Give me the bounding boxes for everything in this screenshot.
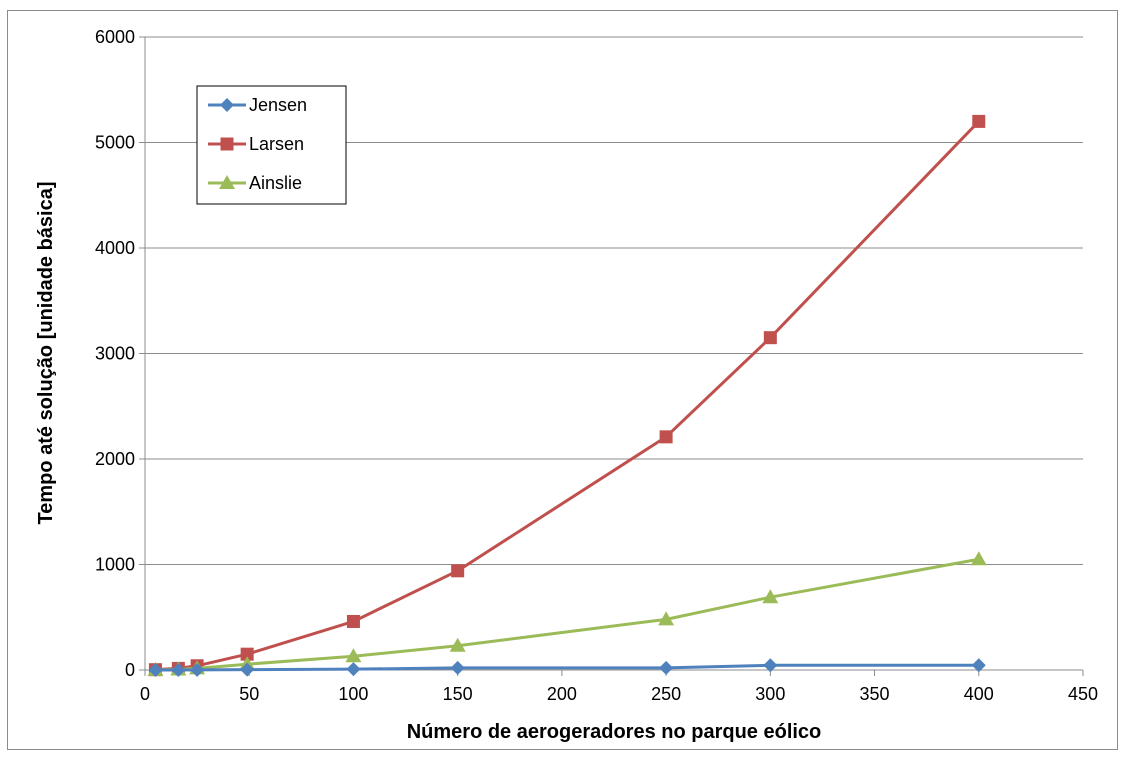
y-tick-labels: 0 1000 2000 3000 4000 5000 6000 <box>95 27 135 680</box>
y-axis-title: Tempo até solução [unidade básica] <box>35 181 57 524</box>
data-point-ainslie <box>345 648 362 663</box>
y-tick-label: 2000 <box>95 449 135 469</box>
data-point-larsen <box>763 331 777 345</box>
x-tick-label: 300 <box>755 684 785 704</box>
x-tick-label: 350 <box>860 684 890 704</box>
y-tick-label: 3000 <box>95 344 135 364</box>
data-point-jensen <box>971 658 986 673</box>
y-tick-label: 5000 <box>95 133 135 153</box>
y-tick-label: 6000 <box>95 27 135 47</box>
data-point-ainslie <box>449 637 466 652</box>
legend-item-ainslie: Ainslie <box>208 173 302 193</box>
series-layer <box>147 114 987 677</box>
data-point-jensen <box>171 663 186 677</box>
series-line-jensen <box>155 663 979 672</box>
data-point-ainslie <box>762 589 779 604</box>
legend-label: Ainslie <box>249 173 302 193</box>
legend-marker-jensen <box>220 98 234 112</box>
x-tick-labels: 0 50 100 150 200 250 300 350 400 450 <box>140 684 1098 704</box>
legend-label: Larsen <box>249 134 304 154</box>
data-point-larsen <box>346 614 360 628</box>
x-tick-label: 450 <box>1068 684 1098 704</box>
x-tick-label: 200 <box>547 684 577 704</box>
data-point-ainslie <box>970 551 987 566</box>
data-point-jensen <box>190 662 205 677</box>
series-jensen <box>148 658 986 677</box>
x-tick-label: 0 <box>140 684 150 704</box>
x-tick-label: 150 <box>443 684 473 704</box>
data-point-jensen <box>763 658 778 673</box>
legend-marker-ainslie <box>219 175 235 189</box>
legend-marker-larsen <box>220 137 234 151</box>
data-point-jensen <box>659 660 674 675</box>
x-tick-label: 250 <box>651 684 681 704</box>
legend: Jensen Larsen Ainslie <box>196 85 347 205</box>
legend-item-larsen: Larsen <box>208 134 304 154</box>
x-tick-label: 50 <box>239 684 259 704</box>
data-point-larsen <box>451 564 465 578</box>
data-point-jensen <box>346 662 361 677</box>
data-point-jensen <box>240 662 255 677</box>
data-point-jensen <box>148 663 163 677</box>
y-tick-label: 1000 <box>95 555 135 575</box>
data-point-ainslie <box>658 611 675 626</box>
x-axis-title: Número de aerogeradores no parque eólico <box>407 721 822 743</box>
series-ainslie <box>147 551 987 676</box>
legend-item-jensen: Jensen <box>208 95 307 115</box>
data-point-larsen <box>659 430 673 444</box>
chart-frame <box>7 10 1118 750</box>
data-point-larsen <box>240 647 254 661</box>
x-tick-label: 400 <box>964 684 994 704</box>
x-tick-label: 100 <box>338 684 368 704</box>
y-tick-label: 0 <box>125 660 135 680</box>
series-line-ainslie <box>155 557 980 672</box>
data-point-larsen <box>972 114 986 128</box>
legend-label: Jensen <box>249 95 307 115</box>
y-tick-label: 4000 <box>95 238 135 258</box>
data-point-jensen <box>450 660 465 675</box>
